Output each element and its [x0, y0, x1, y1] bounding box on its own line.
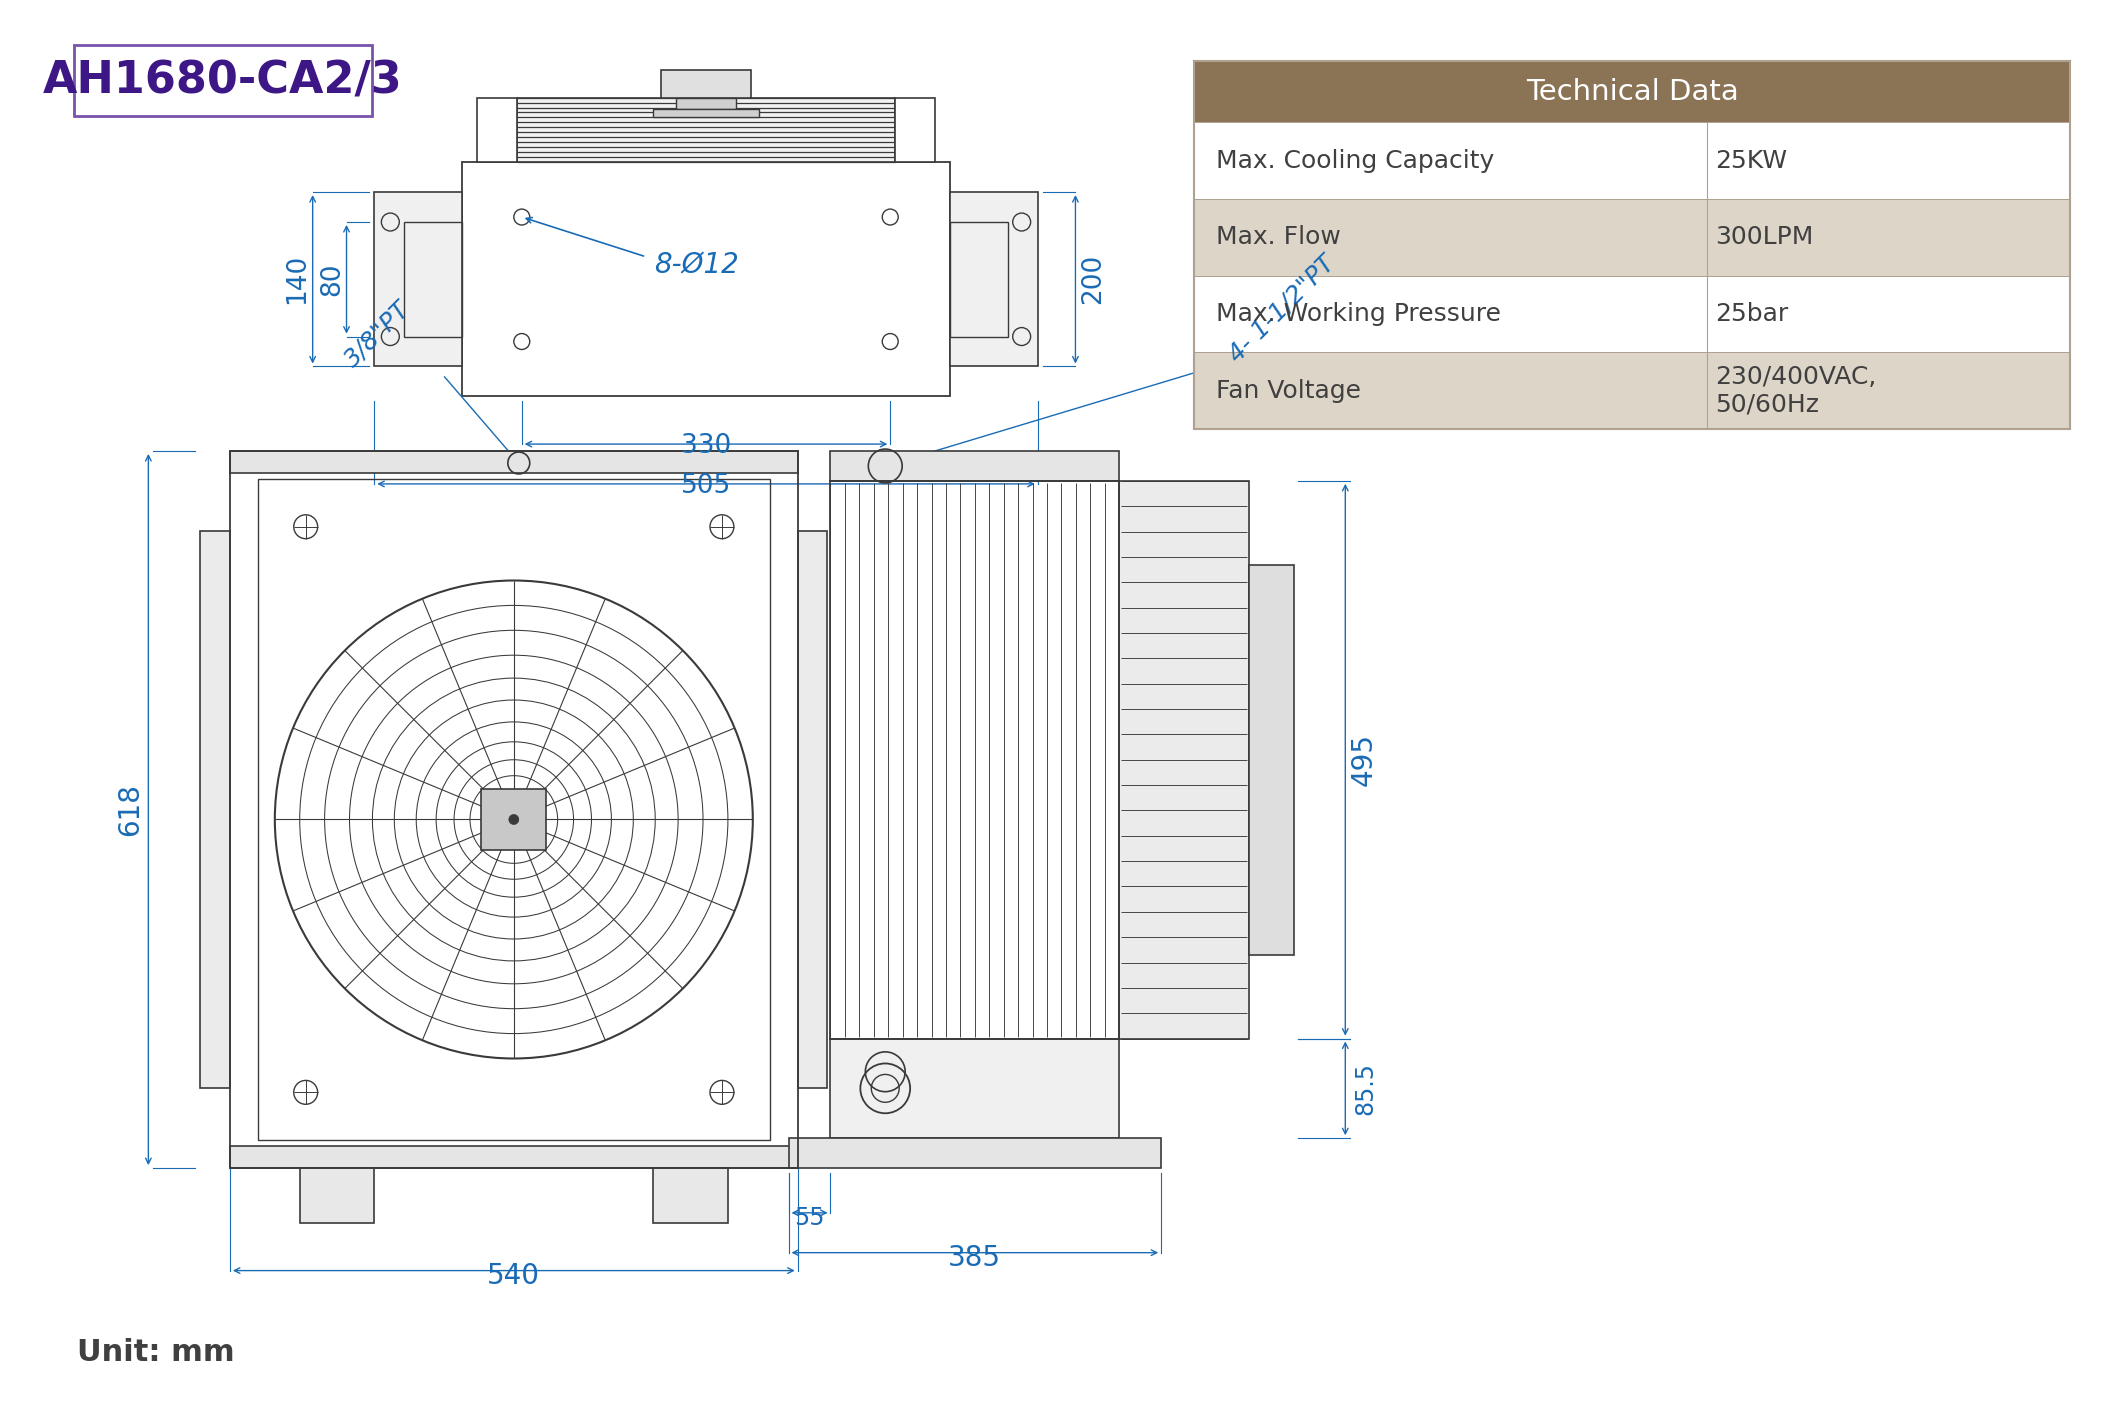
Text: Unit: mm: Unit: mm: [77, 1338, 234, 1367]
Bar: [461, 163, 950, 397]
Bar: [831, 481, 1118, 1039]
Text: 140: 140: [283, 254, 310, 304]
Text: Technical Data: Technical Data: [1526, 77, 1739, 105]
Bar: [404, 222, 461, 336]
Text: 25KW: 25KW: [1716, 149, 1788, 172]
Text: AH1680-CA2/3: AH1680-CA2/3: [43, 59, 402, 102]
Bar: [74, 45, 372, 116]
Bar: [1195, 60, 2071, 429]
Text: 385: 385: [948, 1244, 1001, 1272]
Bar: [1195, 276, 2071, 352]
Bar: [1118, 481, 1248, 1039]
Text: 3/8"PT: 3/8"PT: [340, 296, 415, 372]
Bar: [480, 789, 546, 851]
Text: 230/400VAC,
50/60Hz: 230/400VAC, 50/60Hz: [1716, 365, 1877, 416]
Text: 4- 1-1/2"PT: 4- 1-1/2"PT: [1225, 251, 1339, 366]
Bar: [676, 98, 736, 109]
Text: 85.5: 85.5: [1354, 1061, 1378, 1115]
Bar: [797, 531, 827, 1088]
Bar: [950, 222, 1008, 336]
Bar: [653, 109, 759, 118]
Bar: [950, 192, 1037, 366]
Text: 25bar: 25bar: [1716, 303, 1788, 327]
Text: 618: 618: [117, 784, 145, 836]
Text: 55: 55: [795, 1206, 825, 1230]
Bar: [257, 479, 770, 1140]
Text: Max. Working Pressure: Max. Working Pressure: [1216, 303, 1501, 327]
Bar: [230, 451, 797, 1168]
Text: 8-Ø12: 8-Ø12: [655, 252, 740, 280]
Bar: [831, 451, 1118, 481]
Bar: [374, 192, 461, 366]
Bar: [230, 1145, 797, 1168]
Text: 80: 80: [319, 262, 347, 296]
Text: Max. Flow: Max. Flow: [1216, 226, 1342, 250]
Text: 540: 540: [487, 1262, 540, 1290]
Bar: [517, 98, 895, 163]
Circle shape: [508, 815, 519, 824]
Bar: [895, 98, 935, 163]
Bar: [653, 1168, 727, 1223]
Bar: [1248, 565, 1293, 955]
Text: 200: 200: [1080, 254, 1106, 304]
Bar: [789, 1138, 1161, 1168]
Text: Fan Voltage: Fan Voltage: [1216, 379, 1361, 402]
Text: 330: 330: [680, 433, 731, 458]
Text: 495: 495: [1350, 733, 1378, 787]
Text: 300LPM: 300LPM: [1716, 226, 1813, 250]
Bar: [200, 531, 230, 1088]
Bar: [300, 1168, 374, 1223]
Bar: [1195, 122, 2071, 199]
Text: Max. Cooling Capacity: Max. Cooling Capacity: [1216, 149, 1495, 172]
Bar: [1195, 60, 2071, 122]
Bar: [831, 1039, 1118, 1138]
Bar: [230, 451, 797, 472]
Bar: [1195, 352, 2071, 429]
Bar: [476, 98, 517, 163]
Bar: [661, 70, 750, 98]
Bar: [1195, 199, 2071, 276]
Text: 505: 505: [680, 472, 731, 499]
